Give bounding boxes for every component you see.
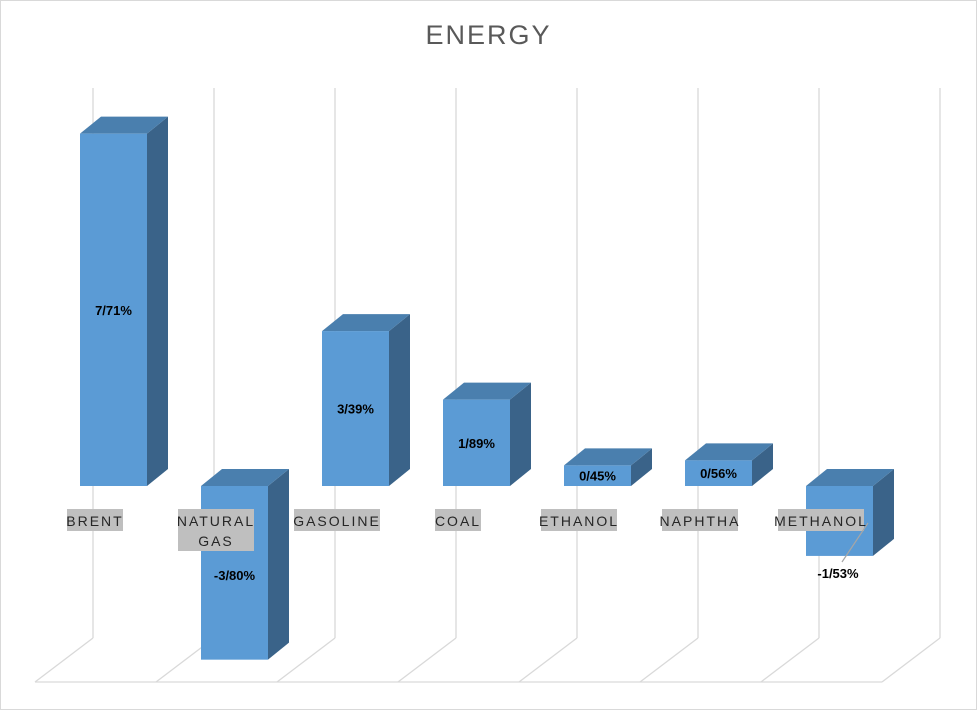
bar-front — [443, 399, 510, 486]
bar-side — [389, 314, 410, 486]
bar-top — [564, 448, 652, 466]
bar-ethanol — [564, 448, 652, 486]
bar-top — [443, 382, 531, 400]
bar-front — [564, 465, 631, 486]
category-label: GAS — [198, 533, 234, 549]
category-label-bg — [178, 509, 254, 551]
bar-top — [806, 469, 894, 486]
bar-natural-gas — [201, 469, 289, 660]
data-label: -3/80% — [214, 568, 256, 583]
bar-top — [322, 314, 410, 332]
leader-line — [841, 522, 869, 563]
bar-front — [80, 133, 147, 486]
bar-top — [685, 443, 773, 461]
bar-front — [685, 460, 752, 486]
bar-naphtha — [685, 443, 773, 486]
category-label-bg — [294, 509, 380, 531]
category-label-bg — [435, 509, 481, 531]
floor-gridline — [276, 637, 336, 683]
chart-title: ENERGY — [425, 20, 552, 50]
category-label-bg — [662, 509, 738, 531]
bar-front — [322, 331, 389, 486]
data-label: 1/89% — [458, 436, 495, 451]
data-label: 0/56% — [700, 466, 737, 481]
bar-top — [201, 469, 289, 486]
bar-side — [873, 469, 894, 556]
bar-side — [147, 116, 168, 486]
floor-gridline — [34, 637, 94, 683]
bar-top — [80, 116, 168, 134]
bar-side — [268, 469, 289, 660]
bar-side — [510, 382, 531, 486]
floor-gridline — [639, 637, 699, 683]
category-label: NAPHTHA — [660, 513, 741, 529]
category-label: BRENT — [66, 513, 123, 529]
category-label: GASOLINE — [293, 513, 381, 529]
bar-coal — [443, 382, 531, 486]
bar-brent — [80, 116, 168, 486]
floor-gridline — [518, 637, 578, 683]
floor-gridline — [881, 637, 941, 683]
category-label: NATURAL — [177, 513, 255, 529]
category-label: COAL — [435, 513, 481, 529]
category-label: METHANOL — [774, 513, 868, 529]
category-label: ETHANOL — [539, 513, 619, 529]
data-label: 7/71% — [95, 303, 132, 318]
category-label-bg — [778, 509, 864, 531]
floor-gridline — [397, 637, 457, 683]
data-label: -1/53% — [817, 566, 859, 581]
data-label: 0/45% — [579, 469, 616, 484]
floor-gridline — [760, 637, 820, 683]
category-label-bg — [67, 509, 123, 531]
data-label: 3/39% — [337, 402, 374, 417]
bar-side — [631, 448, 652, 486]
bar-gasoline — [322, 314, 410, 486]
bar-side — [752, 443, 773, 486]
category-label-bg — [541, 509, 617, 531]
